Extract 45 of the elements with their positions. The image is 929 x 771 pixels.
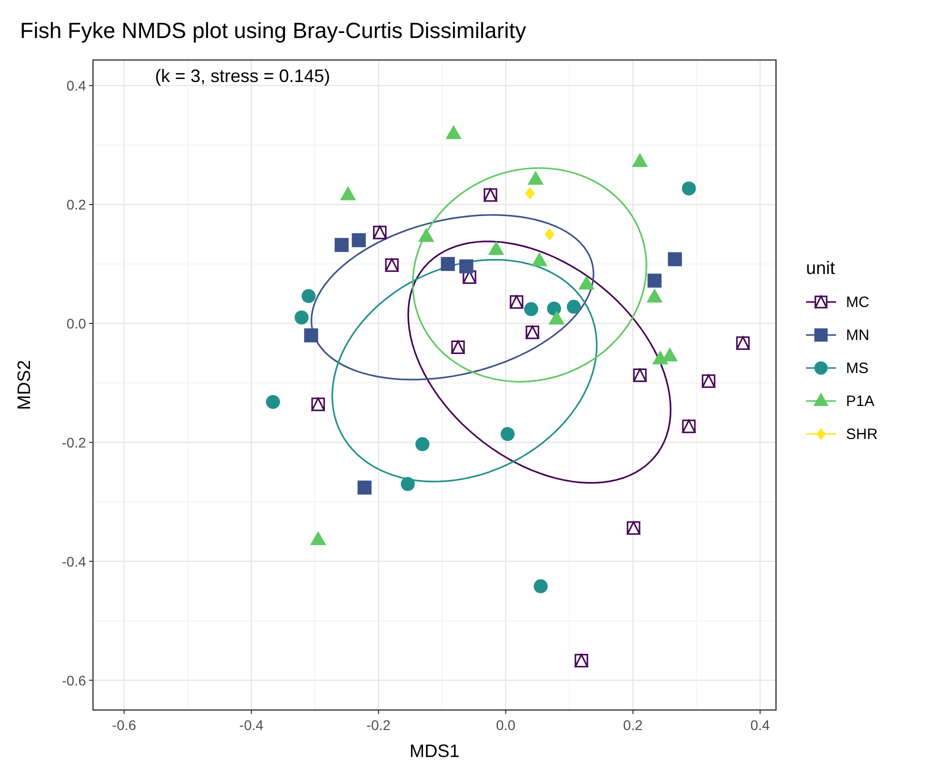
point: [544, 228, 555, 241]
x-tick-label: 0.4: [750, 717, 770, 733]
point: [304, 328, 318, 342]
x-tick-label: -0.4: [239, 717, 264, 733]
legend-label: MS: [846, 360, 868, 377]
y-tick-label: 0.0: [66, 315, 86, 332]
point: [266, 394, 280, 409]
point: [524, 302, 538, 316]
point: [334, 238, 349, 252]
annotation: (k = 3, stress = 0.145): [155, 66, 330, 86]
point: [646, 288, 663, 303]
point: [459, 259, 474, 274]
point: [534, 579, 548, 594]
x-tick-label: -0.6: [112, 717, 136, 733]
legend-label: P1A: [846, 393, 874, 410]
point: [440, 256, 455, 271]
point: [302, 289, 316, 304]
y-tick-label: 0.4: [66, 78, 86, 94]
point: [668, 252, 682, 266]
point: [294, 310, 309, 324]
y-tick-label: 0.2: [66, 196, 86, 213]
point: [566, 300, 581, 314]
point: [682, 181, 696, 196]
legend-label: MN: [846, 327, 870, 344]
y-axis-title: MDS2: [14, 360, 34, 410]
chart-title: Fish Fyke NMDS plot using Bray-Curtis Dissimilarity: [20, 18, 526, 43]
point: [415, 437, 430, 452]
y-tick-label: -0.2: [62, 434, 86, 450]
point: [548, 310, 565, 325]
point: [400, 477, 415, 492]
point: [524, 186, 535, 200]
point: [547, 302, 562, 316]
legend-title: unit: [806, 258, 836, 278]
point: [358, 480, 372, 495]
point: [352, 233, 366, 248]
legend-label: SHR: [846, 426, 878, 443]
y-tick-label: -0.6: [62, 672, 86, 688]
point: [648, 274, 662, 288]
legend-label: MC: [846, 294, 870, 311]
x-tick-label: 0.0: [496, 717, 516, 733]
x-tick-label: -0.2: [366, 717, 391, 733]
y-tick-label: -0.4: [62, 553, 86, 570]
point: [500, 427, 515, 442]
x-axis-title: MDS1: [409, 741, 460, 761]
x-tick-label: 0.2: [623, 717, 643, 733]
